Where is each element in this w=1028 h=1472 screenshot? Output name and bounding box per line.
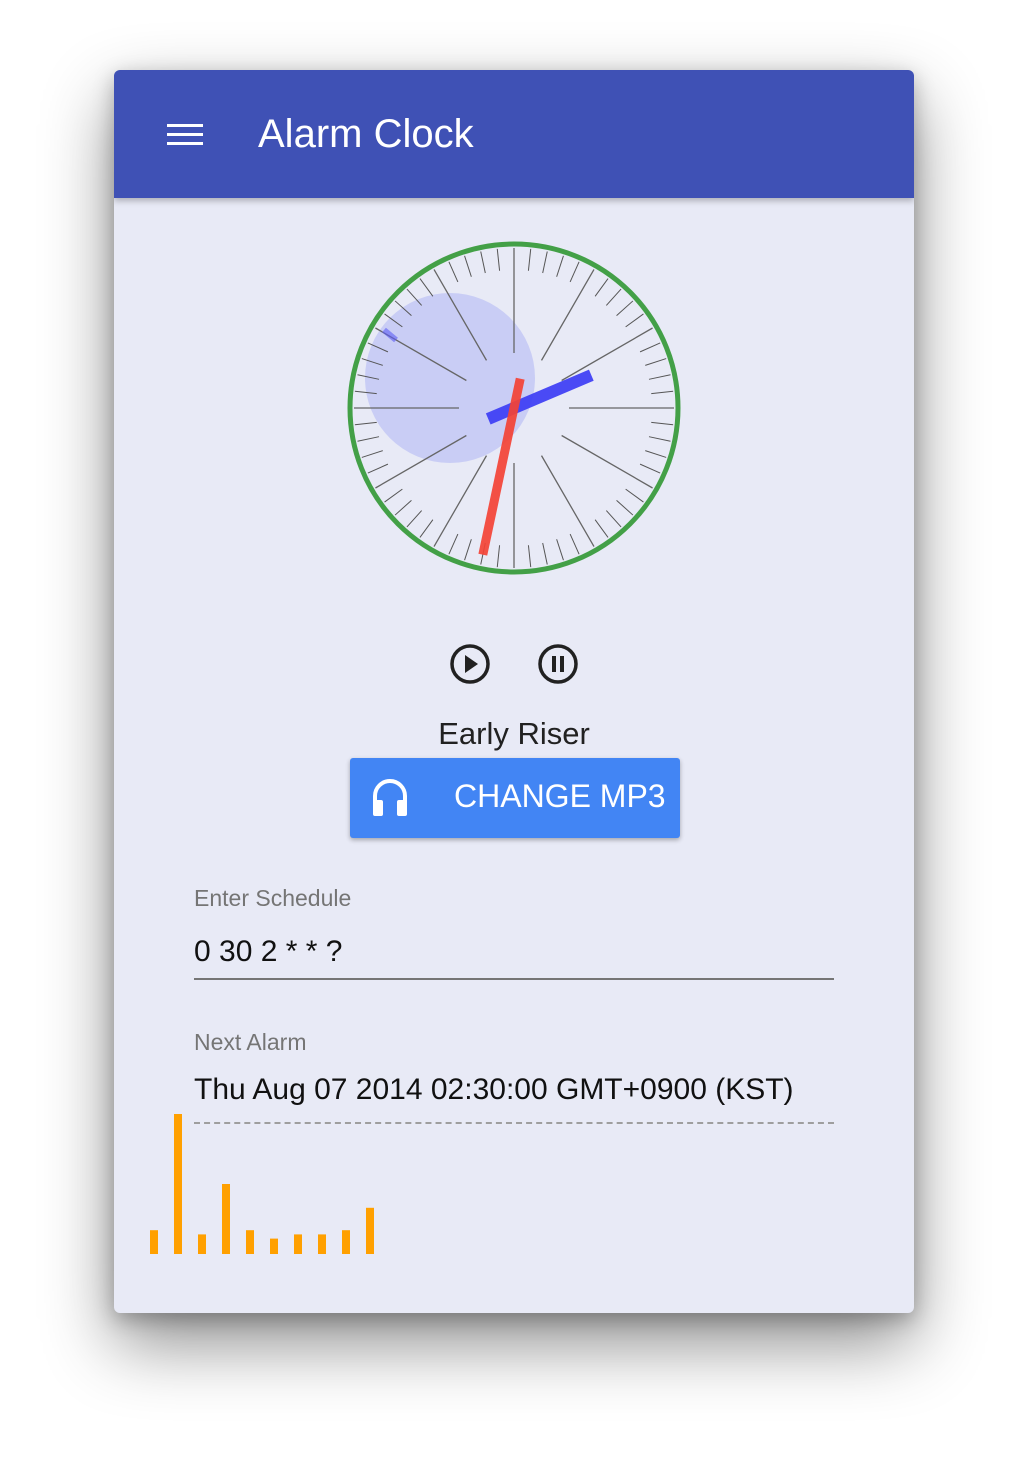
pause-circle-icon[interactable] bbox=[536, 642, 580, 686]
visualizer-bar bbox=[174, 1114, 182, 1254]
hamburger-menu-icon[interactable] bbox=[164, 120, 206, 150]
play-circle-icon[interactable] bbox=[448, 642, 492, 686]
clock-minor-tick bbox=[419, 519, 434, 538]
change-mp3-label: CHANGE MP3 bbox=[454, 778, 666, 814]
clock-minor-tick bbox=[651, 390, 674, 395]
hour-hand bbox=[485, 369, 594, 425]
clock-minor-tick bbox=[480, 251, 486, 274]
clock-minor-tick bbox=[367, 342, 389, 353]
clock-minor-tick bbox=[648, 374, 671, 380]
clock-minor-tick bbox=[394, 499, 412, 516]
clock-minor-tick bbox=[542, 542, 548, 565]
schedule-label: Enter Schedule bbox=[194, 885, 352, 911]
clock-minor-tick bbox=[594, 278, 609, 297]
clock-minor-tick bbox=[394, 300, 412, 317]
visualizer-bar bbox=[342, 1230, 350, 1254]
visualizer-bar bbox=[246, 1230, 254, 1254]
visualizer-bar bbox=[150, 1230, 158, 1254]
clock-minor-tick bbox=[448, 261, 459, 283]
clock-minor-tick bbox=[594, 519, 609, 538]
clock-minor-tick bbox=[527, 545, 532, 568]
visualizer-bar bbox=[318, 1234, 326, 1254]
visualizer-bar bbox=[198, 1234, 206, 1254]
visualizer-bar bbox=[366, 1207, 374, 1254]
clock-minor-tick bbox=[448, 533, 459, 555]
clock-minor-tick bbox=[569, 533, 580, 555]
clock-major-tick bbox=[433, 455, 488, 547]
clock-major-tick bbox=[561, 327, 653, 382]
clock-minor-tick bbox=[648, 436, 671, 442]
clock-minor-tick bbox=[406, 510, 423, 528]
clock-minor-tick bbox=[357, 436, 380, 442]
clock-minor-tick bbox=[542, 251, 548, 274]
clock-minor-tick bbox=[569, 261, 580, 283]
clock-major-tick bbox=[561, 434, 653, 489]
clock-minor-tick bbox=[361, 450, 383, 458]
clock-ticks bbox=[354, 248, 674, 568]
clock-minor-tick bbox=[639, 463, 661, 474]
app-window: Alarm Clock Early Riser CHANGE MP3 Enter… bbox=[114, 70, 914, 1313]
clock-minor-tick bbox=[645, 450, 667, 458]
clock-minor-tick bbox=[357, 374, 380, 380]
clock-minor-tick bbox=[639, 342, 661, 353]
clock-minor-tick bbox=[556, 255, 564, 277]
clock-minor-tick bbox=[556, 539, 564, 561]
clock-minor-tick bbox=[361, 358, 383, 366]
clock-major-tick bbox=[540, 455, 595, 547]
visualizer-bar bbox=[270, 1238, 278, 1254]
clock-minor-tick bbox=[354, 421, 377, 426]
headset-icon bbox=[373, 779, 407, 816]
clock-ring bbox=[347, 241, 681, 575]
clock-minor-tick bbox=[384, 488, 403, 503]
clock-major-tick bbox=[540, 269, 595, 361]
change-mp3-button[interactable]: CHANGE MP3 bbox=[350, 758, 680, 838]
clock-minor-tick bbox=[464, 539, 472, 561]
app-bar: Alarm Clock bbox=[114, 70, 914, 198]
clock-minor-tick bbox=[527, 248, 532, 271]
visualizer-bar bbox=[294, 1234, 302, 1254]
clock-minor-tick bbox=[496, 248, 501, 271]
clock-minor-tick bbox=[367, 463, 389, 474]
track-name: Early Riser bbox=[438, 716, 590, 751]
clock-minor-tick bbox=[384, 313, 403, 328]
analog-clock bbox=[347, 241, 681, 575]
clock-minor-tick bbox=[354, 390, 377, 395]
clock-minor-tick bbox=[406, 288, 423, 306]
clock-minor-tick bbox=[616, 499, 634, 516]
minute-hand bbox=[382, 327, 398, 343]
next-alarm-value: Thu Aug 07 2014 02:30:00 GMT+0900 (KST) bbox=[194, 1070, 834, 1124]
clock-major-tick bbox=[375, 434, 467, 489]
app-title: Alarm Clock bbox=[258, 112, 474, 156]
clock-minor-tick bbox=[605, 288, 622, 306]
clock-minor-tick bbox=[605, 510, 622, 528]
second-hand bbox=[478, 377, 525, 556]
clock-minor-tick bbox=[625, 313, 644, 328]
clock-major-tick bbox=[433, 269, 488, 361]
clock-minor-tick bbox=[645, 358, 667, 366]
clock-minor-tick bbox=[419, 278, 434, 297]
clock-minor-tick bbox=[464, 255, 472, 277]
clock-minor-tick bbox=[616, 300, 634, 317]
clock-minor-tick bbox=[625, 488, 644, 503]
next-alarm-label: Next Alarm bbox=[194, 1029, 307, 1055]
schedule-input[interactable] bbox=[194, 926, 834, 980]
clock-minor-tick bbox=[496, 545, 501, 568]
visualizer-bar bbox=[222, 1184, 230, 1254]
audio-visualizer bbox=[150, 1114, 374, 1254]
clock-minor-tick bbox=[651, 421, 674, 426]
